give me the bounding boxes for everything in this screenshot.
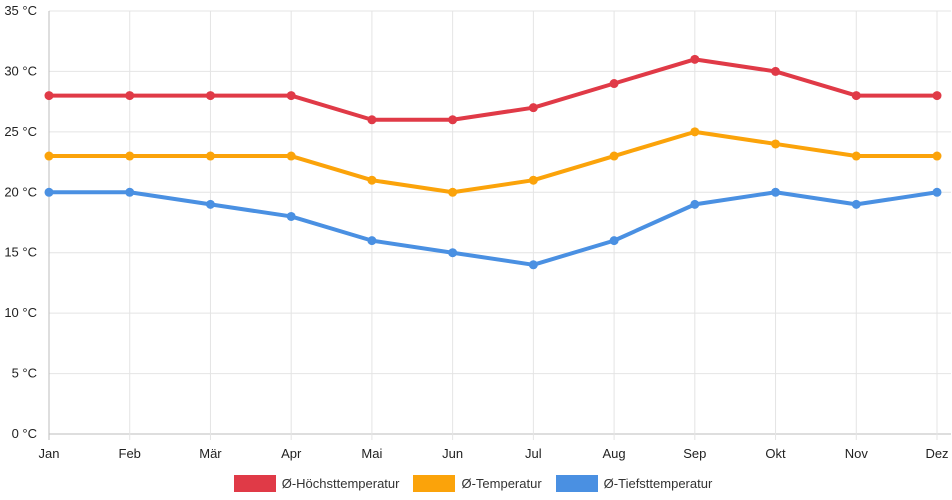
data-point-min [528, 260, 538, 270]
series-line-max [47, 57, 939, 122]
x-tick-label: Nov [845, 446, 869, 461]
data-point-min [286, 211, 296, 221]
legend-swatch-avg [413, 474, 456, 492]
y-tick-label: 35 °C [4, 3, 37, 18]
x-tick-label: Okt [765, 446, 786, 461]
y-tick-label: 0 °C [12, 426, 37, 441]
data-point-min [125, 187, 135, 197]
data-point-avg [367, 175, 377, 185]
data-point-max [771, 66, 781, 76]
x-tick-label: Sep [683, 446, 706, 461]
data-point-max [205, 91, 215, 101]
x-tick-label: Jul [525, 446, 542, 461]
data-point-avg [528, 175, 538, 185]
data-point-avg [205, 151, 215, 161]
data-point-avg [932, 151, 942, 161]
data-point-max [286, 91, 296, 101]
data-point-max [851, 91, 861, 101]
data-point-avg [448, 187, 458, 197]
legend-item-avg[interactable]: Ø-Temperatur [413, 474, 542, 492]
data-point-max [932, 91, 942, 101]
x-tick-label: Apr [281, 446, 302, 461]
data-point-avg [125, 151, 135, 161]
data-point-avg [286, 151, 296, 161]
y-tick-label: 20 °C [4, 184, 37, 199]
data-point-max [44, 91, 54, 101]
y-tick-label: 15 °C [4, 245, 37, 260]
legend-label-min: Ø-Tiefsttemperatur [603, 475, 713, 491]
data-point-avg [609, 151, 619, 161]
data-point-avg [771, 139, 781, 149]
x-tick-label: Jan [39, 446, 60, 461]
series-line-avg [47, 129, 939, 195]
legend-item-min[interactable]: Ø-Tiefsttemperatur [555, 474, 713, 492]
data-point-avg [44, 151, 54, 161]
chart-legend: Ø-Höchsttemperatur Ø-Temperatur Ø-Tiefst… [0, 472, 952, 494]
legend-item-max[interactable]: Ø-Höchsttemperatur [233, 474, 400, 492]
legend-label-max: Ø-Höchsttemperatur [281, 475, 400, 491]
data-point-max [125, 91, 135, 101]
x-tick-label: Mär [199, 446, 222, 461]
data-point-avg [690, 127, 700, 137]
legend-swatch-min [555, 474, 598, 492]
y-tick-label: 10 °C [4, 305, 37, 320]
temperature-chart: 0 °C 5 °C 10 °C 15 °C 20 °C 25 °C 30 °C 35 °C Ja… [4, 3, 951, 461]
data-point-max [690, 54, 700, 64]
x-tick-label: Jun [442, 446, 463, 461]
series-line-min [47, 190, 939, 267]
data-point-max [528, 103, 538, 113]
y-tick-label: 30 °C [4, 63, 37, 78]
y-tick-label: 25 °C [4, 124, 37, 139]
y-tick-label: 5 °C [12, 366, 37, 381]
data-point-avg [851, 151, 861, 161]
data-point-min [932, 187, 942, 197]
legend-label-avg: Ø-Temperatur [461, 475, 542, 491]
data-point-min [609, 236, 619, 246]
data-point-min [44, 187, 54, 197]
data-point-min [771, 187, 781, 197]
data-point-min [690, 199, 700, 209]
data-point-min [448, 248, 458, 258]
data-point-max [448, 115, 458, 125]
data-point-min [205, 199, 215, 209]
data-point-min [367, 236, 377, 246]
data-point-max [367, 115, 377, 125]
data-point-min [851, 199, 861, 209]
x-tick-label: Aug [603, 446, 626, 461]
data-point-max [609, 79, 619, 89]
legend-swatch-max [233, 474, 276, 492]
x-tick-label: Dez [925, 446, 948, 461]
x-tick-label: Feb [119, 446, 141, 461]
x-tick-label: Mai [361, 446, 382, 461]
